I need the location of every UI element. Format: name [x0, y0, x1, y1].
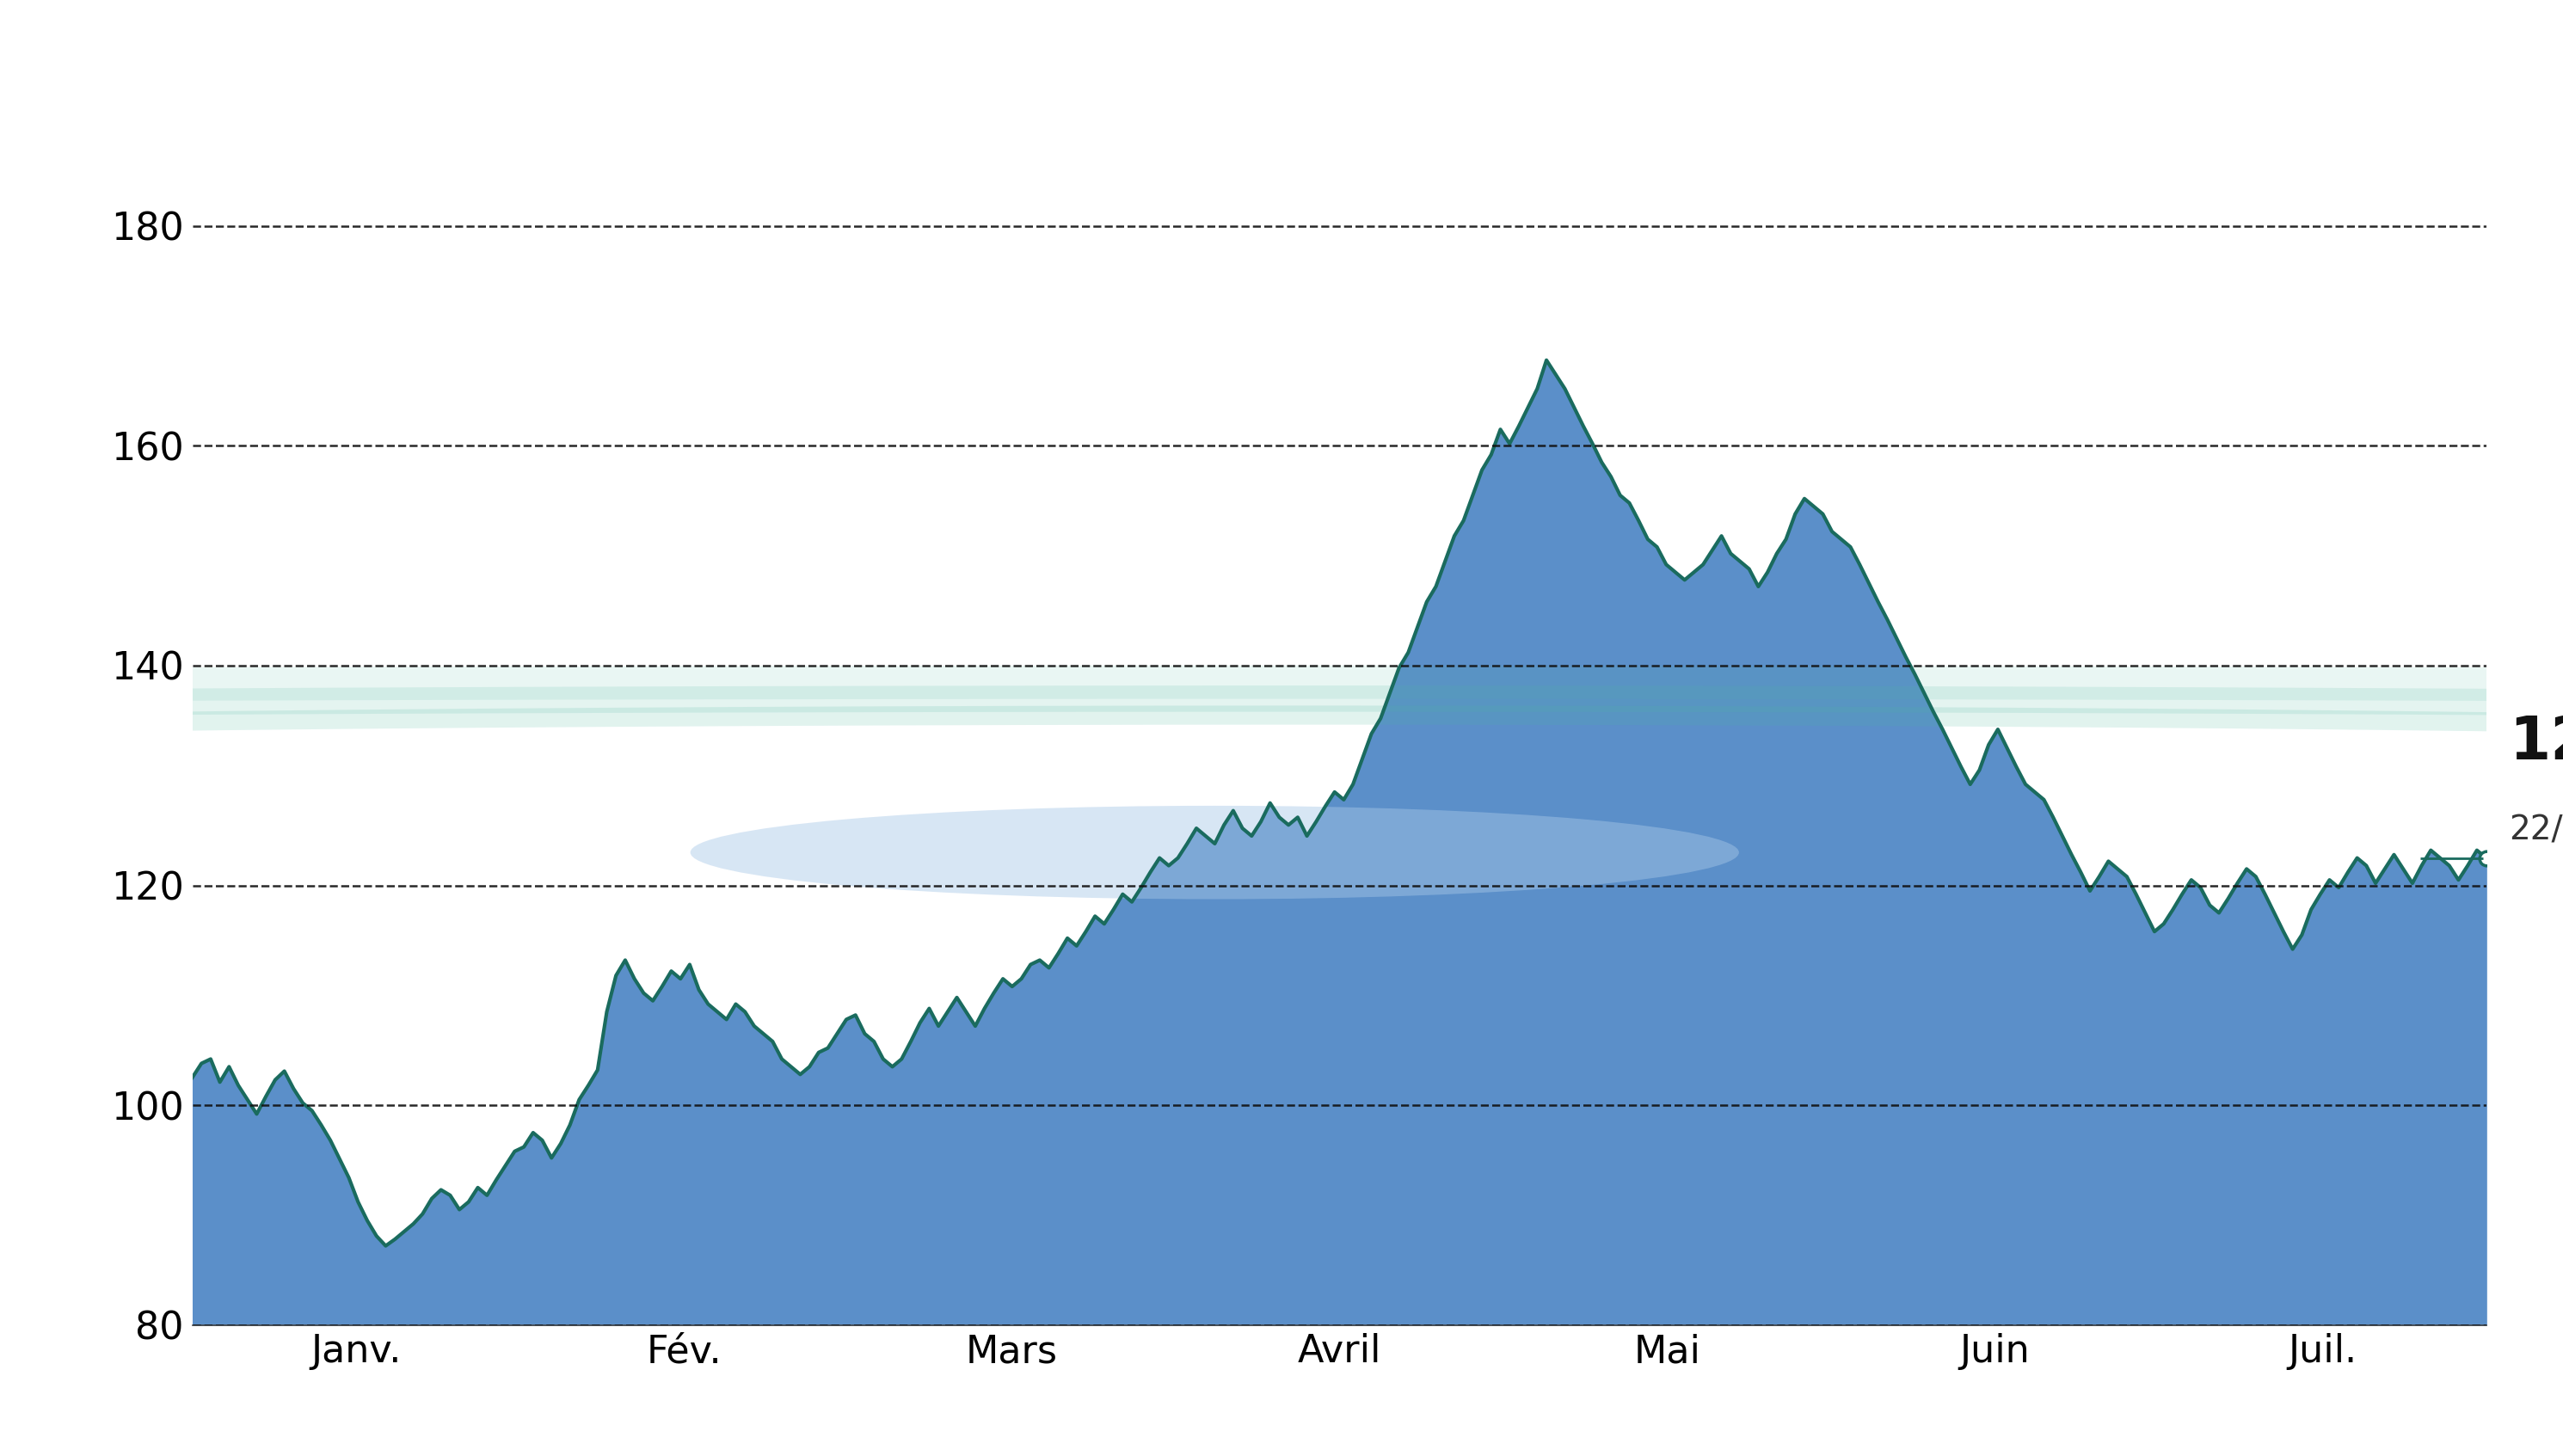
Text: 122,50: 122,50: [2509, 713, 2563, 772]
Text: 22/07: 22/07: [2509, 814, 2563, 847]
Ellipse shape: [689, 805, 1738, 900]
Text: Moderna, Inc.: Moderna, Inc.: [1012, 50, 1551, 118]
